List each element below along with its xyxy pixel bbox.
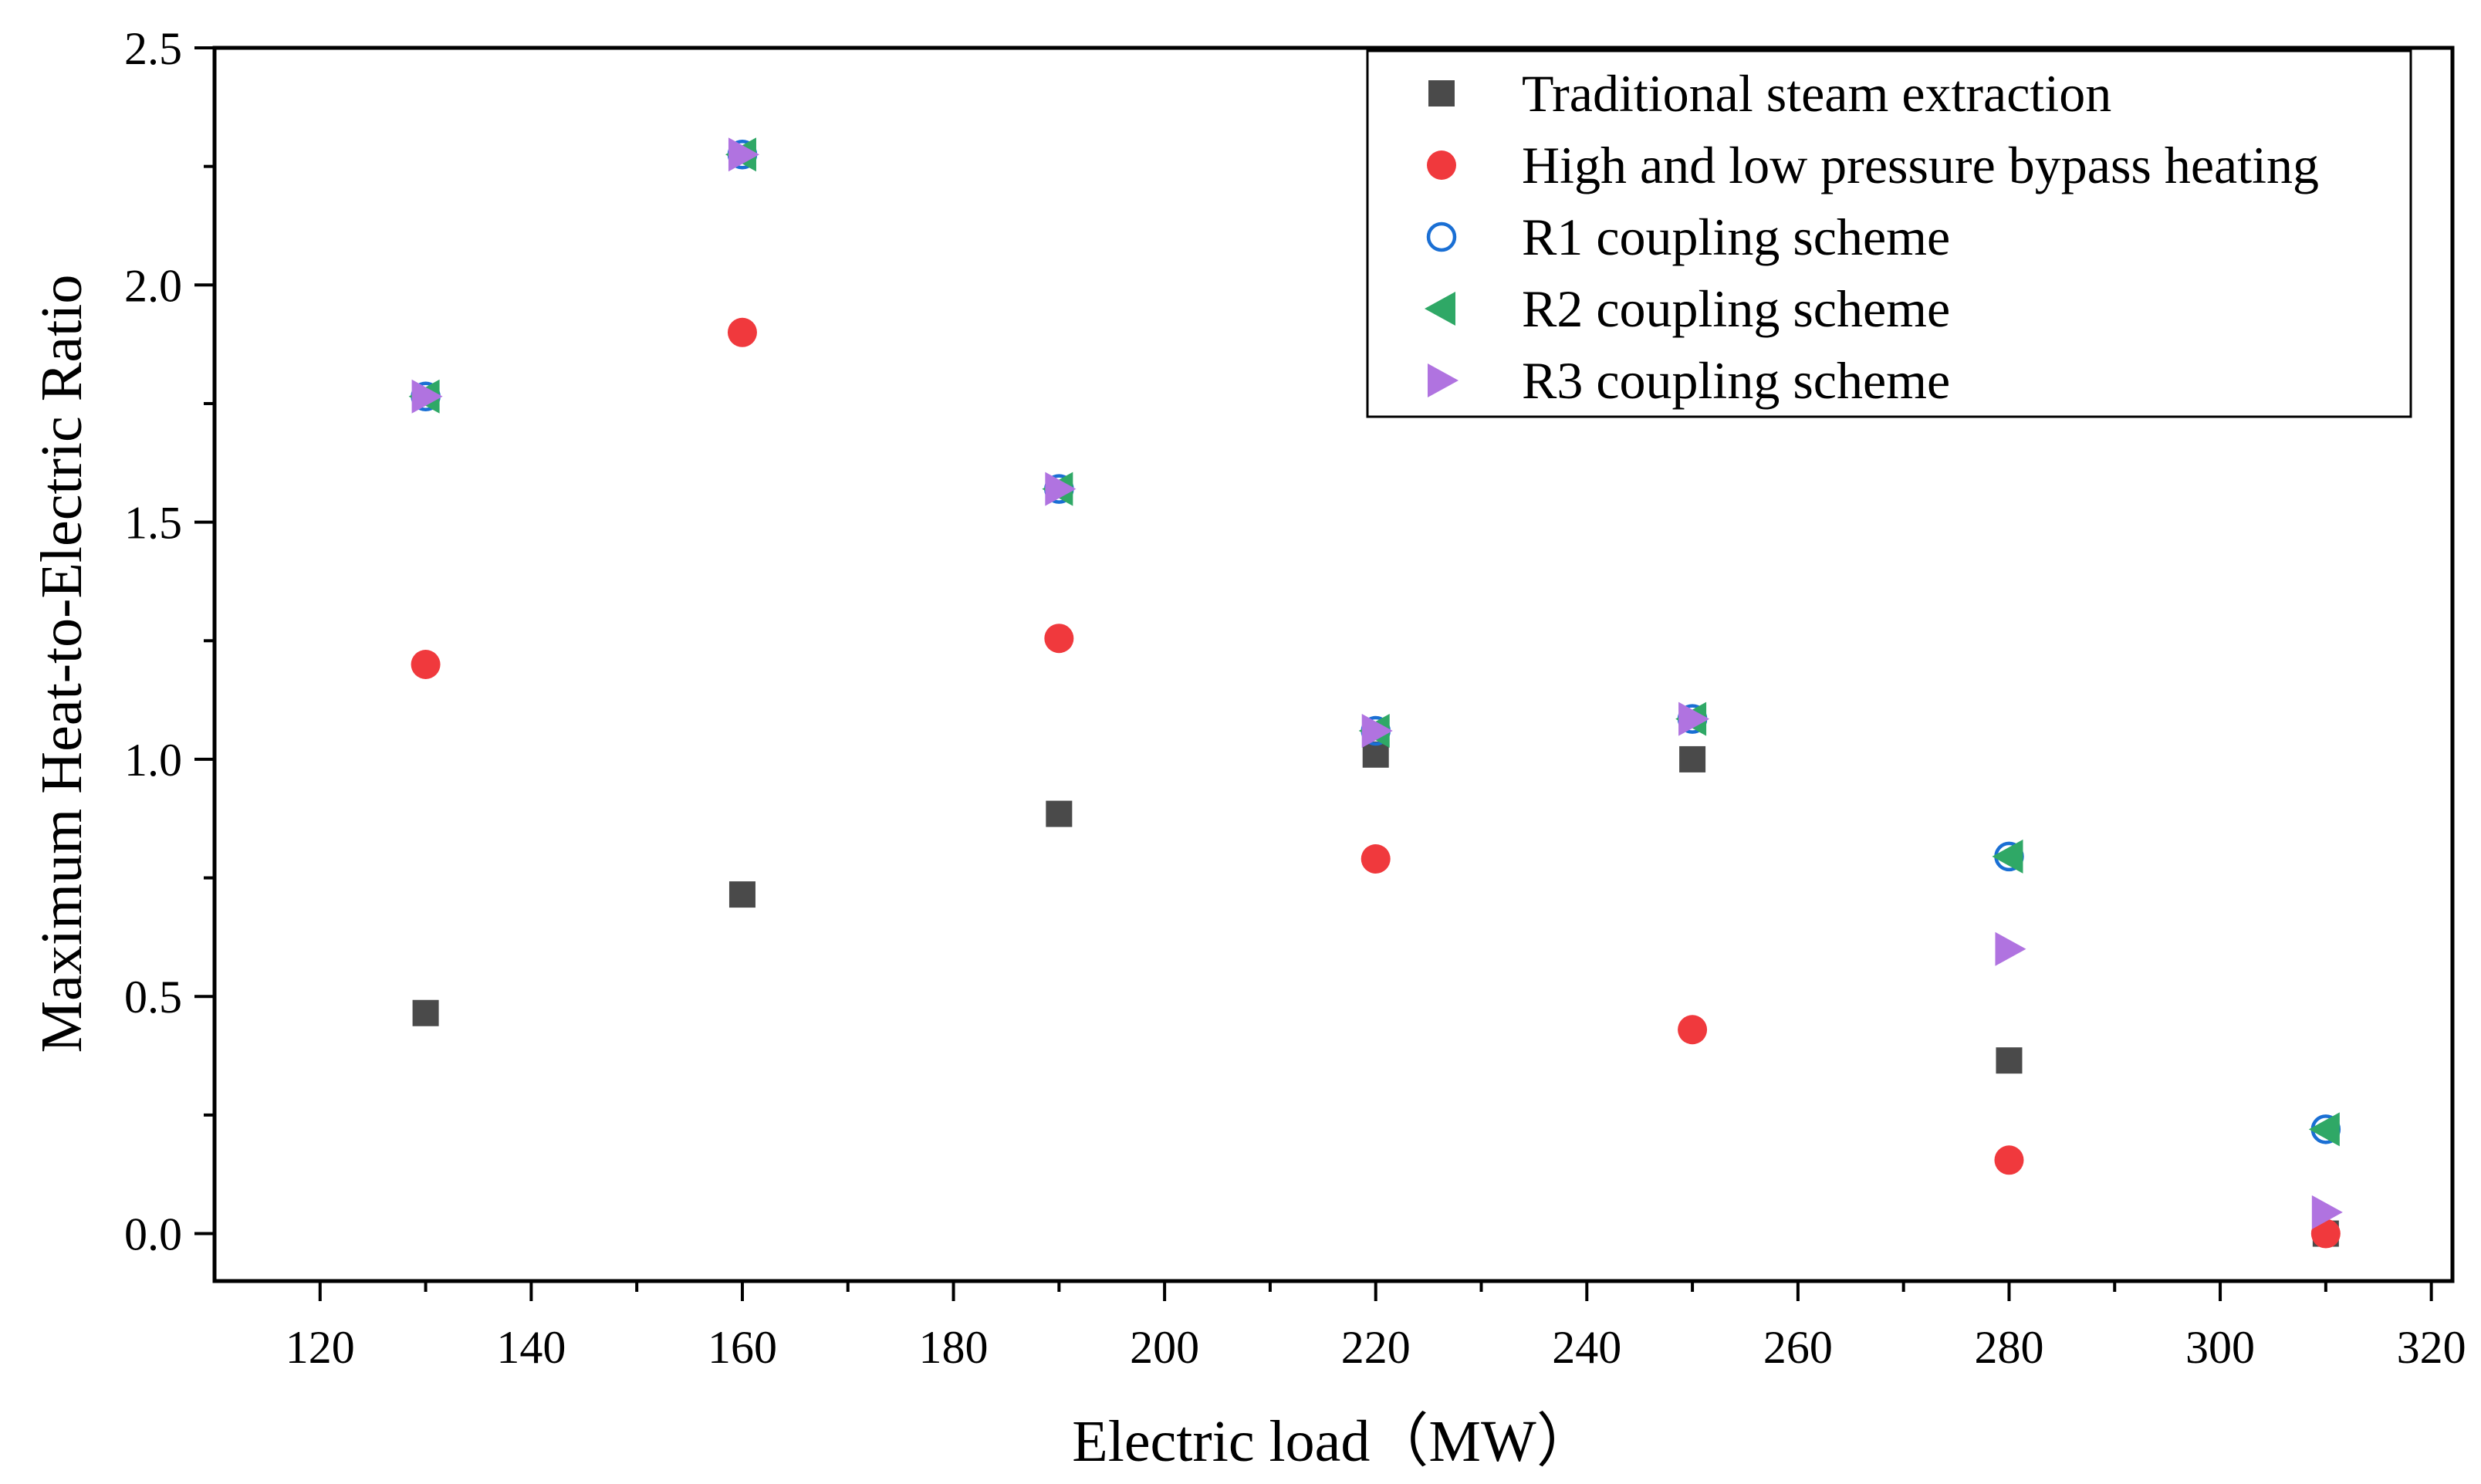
- data-point: [728, 137, 759, 172]
- data-point: [1360, 843, 1391, 874]
- legend-marker: [1426, 221, 1457, 252]
- y-tick-label: 2.5: [124, 23, 182, 74]
- data-point: [728, 881, 755, 908]
- x-tick-label: 180: [919, 1322, 989, 1373]
- data-point: [2308, 1112, 2340, 1147]
- legend-label: R2 coupling scheme: [1522, 279, 1950, 338]
- data-point: [1678, 1015, 1708, 1045]
- data-point: [1992, 839, 2023, 874]
- series-1: [412, 741, 2339, 1247]
- plot-frame: [212, 46, 2455, 1283]
- legend-marker: [1428, 363, 1459, 397]
- x-tick-label: 140: [496, 1322, 566, 1373]
- data-point: [411, 379, 443, 414]
- data-point: [727, 317, 757, 347]
- legend-marker: [1427, 150, 1456, 180]
- legend-item: R3 coupling scheme: [1428, 351, 1950, 410]
- data-point: [1362, 741, 1389, 768]
- y-tick-label: 2.0: [124, 260, 182, 311]
- legend-label: High and low pressure bypass heating: [1522, 136, 2319, 194]
- x-tick-label: 120: [286, 1322, 355, 1373]
- data-point: [1679, 745, 1706, 772]
- legend-item: Traditional steam extraction: [1428, 64, 2111, 123]
- legend-item: R2 coupling scheme: [1425, 279, 1950, 338]
- data-point: [1361, 714, 1393, 749]
- data-point: [412, 999, 439, 1026]
- y-tick-label: 1.0: [124, 735, 182, 786]
- x-tick-label: 320: [2397, 1322, 2466, 1373]
- data-point: [1046, 800, 1073, 827]
- series-2: [411, 317, 2341, 1249]
- legend-label: Traditional steam extraction: [1522, 64, 2111, 123]
- series-5: [411, 137, 2343, 1229]
- x-tick-label: 300: [2185, 1322, 2255, 1373]
- legend-label: R1 coupling scheme: [1522, 208, 1950, 266]
- legend-marker: [1428, 80, 1455, 106]
- x-tick-label: 280: [1974, 1322, 2043, 1373]
- data-point: [411, 650, 441, 679]
- data-point: [2311, 1195, 2343, 1229]
- legend-box: [1366, 49, 2412, 418]
- x-tick-label: 200: [1130, 1322, 1199, 1373]
- y-tick-label: 0.0: [124, 1209, 182, 1260]
- y-tick-label: 0.5: [124, 972, 182, 1023]
- data-point: [1995, 931, 2026, 966]
- x-tick-label: 220: [1341, 1322, 1411, 1373]
- data-point: [1996, 1047, 2023, 1074]
- legend-item: R1 coupling scheme: [1426, 208, 1950, 266]
- legend-item: High and low pressure bypass heating: [1427, 136, 2319, 194]
- x-tick-label: 260: [1763, 1322, 1833, 1373]
- y-tick-label: 1.5: [124, 498, 182, 549]
- y-axis-label: Maximum Heat-to-Electric Ratio: [29, 275, 94, 1053]
- legend-marker: [1425, 292, 1455, 326]
- data-point: [2310, 1219, 2341, 1249]
- data-point: [1044, 624, 1074, 654]
- legend-label: R3 coupling scheme: [1522, 351, 1950, 410]
- data-point: [1994, 1145, 2024, 1175]
- data-point: [1678, 701, 1710, 736]
- x-axis-label: Electric load（MW）: [1072, 1409, 1594, 1474]
- x-tick-label: 240: [1552, 1322, 1621, 1373]
- data-point: [1045, 472, 1077, 506]
- x-tick-label: 160: [708, 1322, 777, 1373]
